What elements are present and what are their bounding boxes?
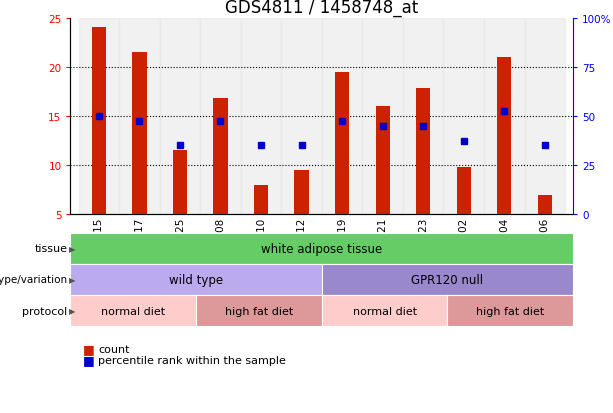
Bar xyxy=(213,99,227,215)
Bar xyxy=(525,19,565,215)
Bar xyxy=(362,19,403,215)
Bar xyxy=(254,185,268,215)
Text: ▶: ▶ xyxy=(69,275,76,284)
Text: high fat diet: high fat diet xyxy=(476,306,544,316)
Bar xyxy=(294,171,309,215)
Title: GDS4811 / 1458748_at: GDS4811 / 1458748_at xyxy=(225,0,419,17)
Bar xyxy=(538,195,552,215)
Bar xyxy=(443,19,484,215)
Text: wild type: wild type xyxy=(169,273,223,286)
Bar xyxy=(322,19,362,215)
Bar xyxy=(132,53,147,215)
Bar xyxy=(173,151,187,215)
Text: genotype/variation: genotype/variation xyxy=(0,275,67,285)
Bar xyxy=(200,19,241,215)
Text: percentile rank within the sample: percentile rank within the sample xyxy=(98,355,286,365)
Bar xyxy=(78,19,119,215)
Text: ▶: ▶ xyxy=(69,306,76,315)
Bar xyxy=(416,89,430,215)
Bar xyxy=(457,168,471,215)
Text: high fat diet: high fat diet xyxy=(225,306,293,316)
Text: ■: ■ xyxy=(83,354,94,367)
Bar xyxy=(335,73,349,215)
Bar xyxy=(403,19,443,215)
Text: ▶: ▶ xyxy=(69,244,76,253)
Bar xyxy=(281,19,322,215)
Bar xyxy=(241,19,281,215)
Bar xyxy=(92,28,106,215)
Bar xyxy=(119,19,159,215)
Text: normal diet: normal diet xyxy=(101,306,166,316)
Bar xyxy=(484,19,525,215)
Bar xyxy=(159,19,200,215)
Bar xyxy=(376,107,390,215)
Text: tissue: tissue xyxy=(34,244,67,254)
Text: count: count xyxy=(98,344,129,354)
Text: ■: ■ xyxy=(83,342,94,356)
Bar xyxy=(497,58,511,215)
Text: normal diet: normal diet xyxy=(352,306,417,316)
Text: white adipose tissue: white adipose tissue xyxy=(261,242,383,255)
Text: protocol: protocol xyxy=(22,306,67,316)
Text: GPR120 null: GPR120 null xyxy=(411,273,484,286)
